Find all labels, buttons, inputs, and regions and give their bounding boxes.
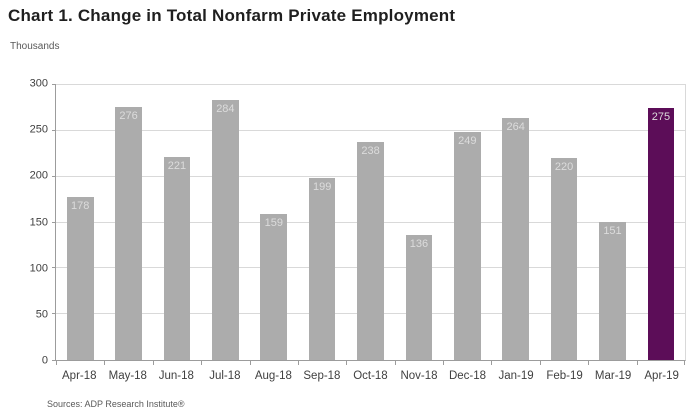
gridline	[56, 129, 685, 131]
bar-Sep-18: 199	[308, 177, 336, 360]
bar-Apr-18: 178	[66, 196, 94, 360]
bar-slot: 221	[153, 85, 201, 360]
bar-slot: 178	[56, 85, 104, 360]
x-axis-tick-mark	[491, 360, 493, 365]
bar-Nov-18: 136	[405, 235, 433, 360]
x-axis-tick-mark	[684, 360, 685, 365]
y-tick-label: 150	[29, 216, 48, 228]
bar-value-label: 284	[216, 102, 235, 115]
x-axis-tick-mark	[152, 360, 154, 365]
x-tick-label: Nov-18	[400, 370, 438, 382]
bar-value-label: 276	[119, 110, 138, 122]
x-axis-tick-mark	[636, 360, 638, 365]
x-axis-tick-mark	[56, 360, 57, 365]
bar-slot: 249	[443, 85, 491, 360]
y-axis-tick-mark	[52, 129, 56, 131]
x-tick-label: Jul-18	[209, 370, 241, 382]
x-tick-label: Oct-18	[353, 370, 388, 382]
chart-title: Chart 1. Change in Total Nonfarm Private…	[8, 6, 456, 25]
x-axis-tick-mark	[539, 360, 541, 365]
bar-slot: 264	[492, 85, 540, 360]
bar-Mar-19: 151	[599, 221, 626, 360]
x-tick-label: May-18	[108, 370, 147, 382]
bar-Dec-18: 249	[454, 131, 481, 360]
bar-slot: 136	[395, 85, 443, 360]
y-tick-label: 250	[29, 123, 48, 136]
x-tick-label: Aug-18	[254, 370, 292, 382]
y-tick-label: 50	[35, 308, 48, 321]
y-tick-label: 200	[29, 169, 48, 182]
bar-slot: 199	[298, 85, 346, 360]
bar-value-label: 199	[312, 180, 332, 193]
x-tick-label: Apr-19	[644, 370, 679, 382]
y-tick-label: 100	[29, 262, 48, 275]
bar-Apr-19: 275	[647, 107, 675, 360]
x-tick-label: Feb-19	[546, 370, 583, 382]
bar-Jun-18: 221	[163, 157, 191, 360]
x-tick-label: Dec-18	[448, 370, 487, 382]
bar-Jul-18: 284	[212, 99, 239, 360]
bar-value-label: 275	[651, 110, 671, 123]
source-note: Sources: ADP Research Institute®	[47, 399, 185, 409]
x-axis-tick-mark	[297, 360, 299, 365]
y-axis-tick-mark	[52, 360, 56, 361]
bar-May-18: 276	[115, 107, 142, 360]
y-axis-tick-mark	[52, 267, 56, 269]
plot-area: 178 276 221 284 159 199 238 136 249 264 220 151 275	[52, 84, 686, 365]
x-tick-label: Apr-18	[62, 370, 97, 382]
bar-value-label: 238	[361, 144, 380, 157]
x-axis-tick-mark	[201, 360, 203, 365]
bar-slot: 284	[201, 85, 249, 360]
x-axis-tick-mark	[443, 360, 445, 365]
bar-value-label: 264	[506, 121, 525, 133]
bar-value-label: 151	[603, 224, 622, 237]
bars-row: 178 276 221 284 159 199 238 136 249 264 220 151 275	[56, 85, 685, 360]
bar-Aug-18: 159	[260, 214, 288, 360]
x-axis-tick-mark	[249, 360, 251, 365]
y-axis-tick-mark	[52, 175, 56, 177]
x-axis-tick-labels: Apr-18 May-18 Jun-18 Jul-18 Aug-18 Sep-18 Oct-…	[55, 370, 686, 382]
bar-slot: 159	[250, 85, 298, 360]
bar-slot: 276	[104, 85, 152, 360]
x-tick-label: Mar-19	[594, 370, 632, 382]
x-tick-label: Jan-19	[498, 370, 534, 382]
y-tick-label: 300	[29, 77, 48, 90]
bar-value-label: 249	[458, 134, 477, 147]
x-tick-label: Sep-18	[303, 370, 341, 382]
bar-slot: 151	[588, 85, 636, 360]
bar-value-label: 136	[409, 238, 429, 251]
bar-slot: 220	[540, 85, 588, 360]
bar-slot: 275	[637, 85, 685, 360]
y-axis-tick-mark	[52, 221, 56, 223]
bar-value-label: 220	[554, 161, 574, 174]
bar-Oct-18: 238	[357, 141, 384, 360]
bar-value-label: 159	[264, 217, 283, 230]
bar-Jan-19: 264	[502, 118, 530, 360]
x-axis-tick-mark	[588, 360, 590, 365]
y-tick-label: 0	[41, 354, 48, 367]
y-axis-tick-labels: 0 50 100 150 200 250 300	[0, 78, 48, 366]
x-axis-tick-mark	[394, 360, 396, 365]
bar-value-label: 178	[71, 199, 90, 212]
y-axis-tick-mark	[52, 84, 56, 85]
y-axis-units-label: Thousands	[10, 41, 60, 52]
bar-value-label: 221	[167, 160, 187, 173]
x-axis-tick-mark	[346, 360, 348, 365]
bar-Feb-19: 220	[550, 158, 578, 360]
x-tick-label: Jun-18	[158, 370, 194, 382]
bar-slot: 238	[346, 85, 394, 360]
x-axis-tick-mark	[104, 360, 106, 365]
y-axis-tick-mark	[52, 313, 56, 315]
